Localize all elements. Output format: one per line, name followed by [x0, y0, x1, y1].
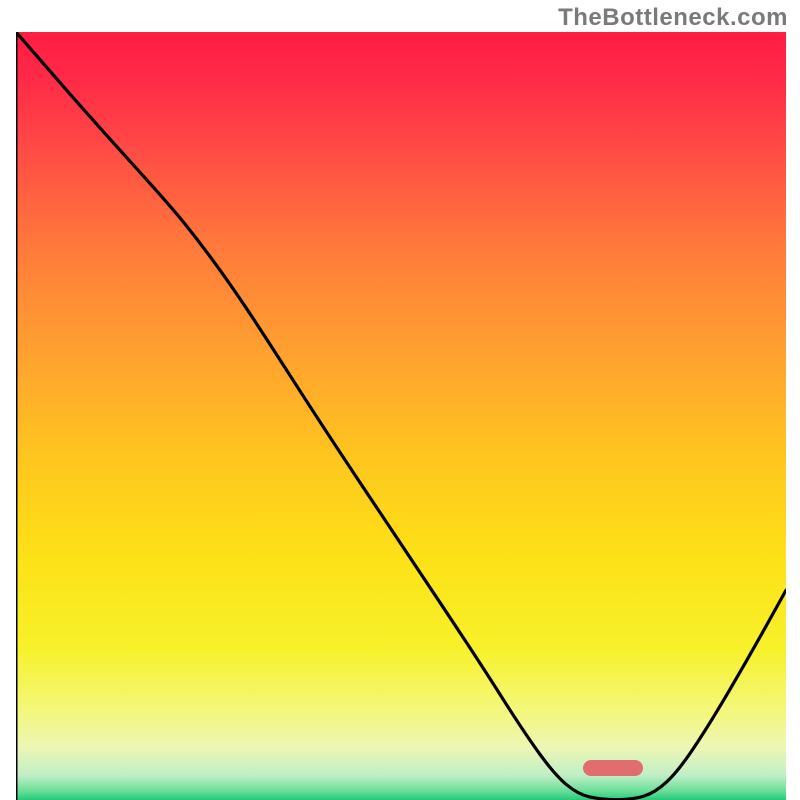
watermark-text: TheBottleneck.com [558, 4, 788, 32]
bottleneck-curve [16, 32, 786, 800]
chart-container: TheBottleneck.com [0, 0, 800, 800]
optimal-marker [583, 760, 643, 776]
plot-area [16, 32, 786, 787]
